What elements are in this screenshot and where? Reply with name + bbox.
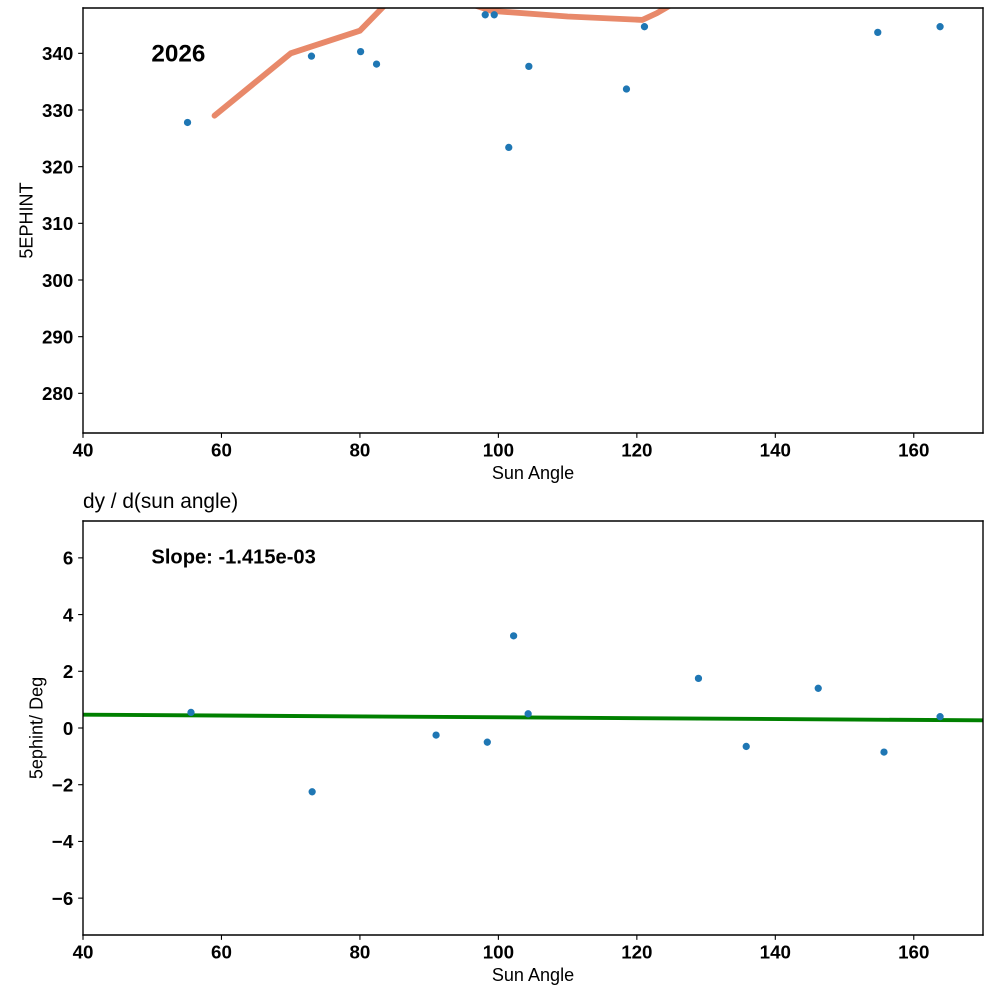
svg-text:−4: −4	[52, 831, 74, 852]
svg-text:340: 340	[42, 43, 73, 64]
svg-text:Sun Angle: Sun Angle	[492, 463, 574, 483]
svg-text:6: 6	[63, 548, 73, 569]
svg-text:140: 140	[760, 941, 791, 962]
svg-text:280: 280	[42, 383, 73, 404]
svg-text:40: 40	[73, 439, 94, 460]
svg-text:4: 4	[63, 604, 74, 625]
svg-text:0: 0	[63, 718, 73, 739]
svg-text:5ephint/ Deg: 5ephint/ Deg	[27, 677, 47, 779]
svg-text:−2: −2	[52, 775, 73, 796]
svg-text:120: 120	[621, 439, 652, 460]
svg-text:160: 160	[898, 439, 929, 460]
svg-text:290: 290	[42, 326, 73, 347]
svg-text:310: 310	[42, 213, 73, 234]
svg-text:5EPHINT: 5EPHINT	[17, 182, 37, 258]
svg-text:160: 160	[898, 941, 929, 962]
svg-text:80: 80	[349, 439, 370, 460]
svg-text:40: 40	[73, 941, 94, 962]
svg-text:60: 60	[211, 439, 232, 460]
svg-text:2: 2	[63, 661, 73, 682]
svg-text:60: 60	[211, 941, 232, 962]
svg-text:dy / d(sun angle): dy / d(sun angle)	[83, 490, 238, 513]
svg-text:330: 330	[42, 100, 73, 121]
svg-text:300: 300	[42, 270, 73, 291]
svg-text:−6: −6	[52, 888, 73, 909]
svg-text:140: 140	[760, 439, 791, 460]
svg-text:80: 80	[349, 941, 370, 962]
svg-text:320: 320	[42, 156, 73, 177]
svg-text:120: 120	[621, 941, 652, 962]
svg-text:Sun Angle: Sun Angle	[492, 965, 574, 985]
svg-text:100: 100	[483, 941, 514, 962]
svg-text:Slope: -1.415e-03: Slope: -1.415e-03	[151, 547, 315, 569]
svg-text:2026: 2026	[151, 41, 205, 68]
svg-text:100: 100	[483, 439, 514, 460]
